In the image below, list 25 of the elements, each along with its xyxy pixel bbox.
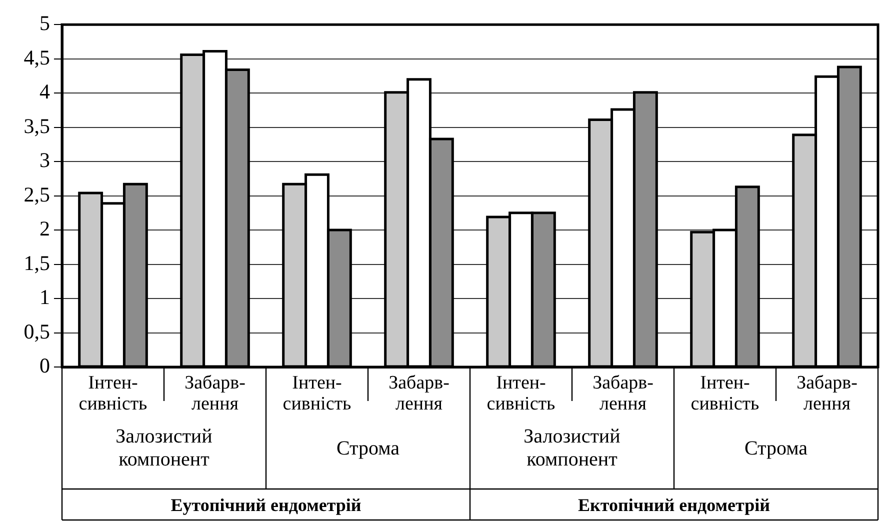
y-tick-label: 4 [40,80,50,104]
text: Залозистий компонент [524,425,621,470]
y-tick-label: 0,5 [24,319,50,344]
x-tick-label: Забарв-лення [184,372,246,414]
y-tick-label: 1,5 [24,250,50,275]
x-tick-label: Інтен-сивність [282,372,352,414]
y-tick-label: 3 [40,148,50,172]
text: Залозистий компонент [116,425,213,470]
x-tick-label: Інтен-сивність [78,372,148,414]
x-tick-label: Забарв-лення [388,372,450,414]
text: Еутопічний ендометрій [170,495,362,516]
y-tick-label: 0 [40,354,50,378]
text: Строма [336,437,400,460]
y-tick-label: 3,5 [24,114,50,138]
y-tick-label: 2 [40,216,50,241]
text: Строма [744,437,808,460]
y-tick-label: 2,5 [24,182,50,206]
y-tick-label: 4,5 [24,45,50,70]
y-tick-label: 5 [40,11,50,36]
y-tick-label: 1 [40,285,50,310]
x-tick-label: Забарв-лення [592,372,654,414]
text: Ектопічний ендометрій [578,495,770,516]
x-tick-label: Інтен-сивність [690,372,760,414]
x-tick-label: Інтен-сивність [486,372,556,414]
x-tick-label: Забарв-лення [796,372,858,414]
